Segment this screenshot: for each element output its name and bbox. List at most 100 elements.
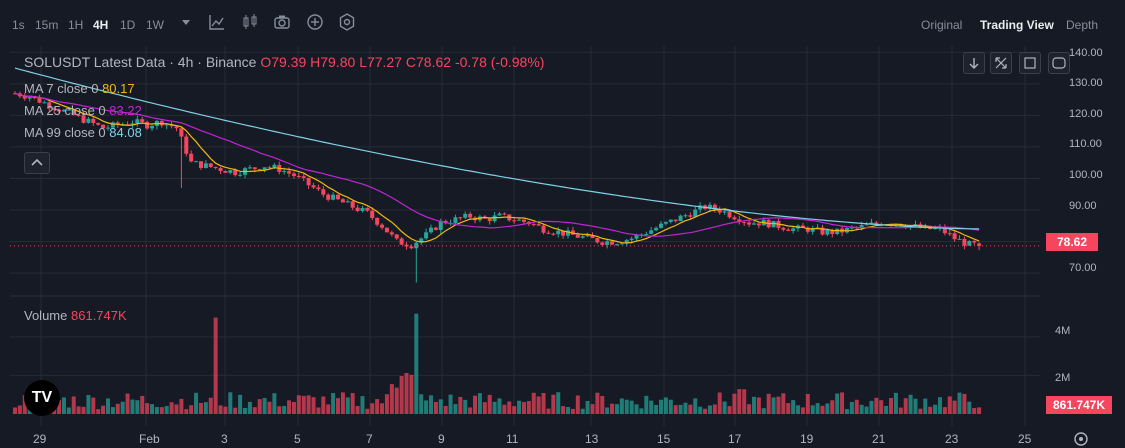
volume-bar — [742, 389, 747, 414]
volume-bar — [189, 405, 194, 414]
volume-bar — [962, 393, 967, 414]
candle — [492, 215, 497, 222]
chart-settings-button[interactable] — [1072, 430, 1090, 448]
volume-bar — [614, 404, 619, 414]
settings-icon[interactable] — [337, 12, 357, 32]
candle — [336, 194, 340, 200]
volume-bar — [884, 405, 889, 414]
interval-1s[interactable]: 1s — [12, 18, 25, 32]
legend-ma25: MA 25 close 0 83.22 — [24, 103, 142, 118]
candle — [150, 125, 155, 129]
candle — [805, 227, 810, 232]
volume-bar — [629, 400, 634, 414]
volume-bar — [66, 407, 71, 414]
view-trading-view[interactable]: Trading View — [980, 18, 1054, 32]
volume-bar — [154, 407, 159, 414]
volume-bar — [512, 406, 517, 414]
candle — [688, 215, 693, 217]
fullscreen-button[interactable] — [990, 52, 1012, 74]
interval-4h[interactable]: 4H — [93, 18, 109, 32]
chart-options-button[interactable] — [1048, 52, 1070, 74]
volume-bar — [903, 398, 908, 414]
volume-bar — [536, 396, 541, 414]
volume-bar — [923, 398, 928, 414]
candle — [228, 170, 233, 173]
volume-bar — [722, 401, 727, 414]
volume-bar — [458, 396, 463, 414]
view-original[interactable]: Original — [921, 18, 963, 32]
chart-area[interactable]: SOLUSDT Latest Data · 4h · Binance O79.3… — [0, 46, 1125, 446]
candle — [164, 124, 169, 126]
volume-bar — [570, 408, 575, 414]
volume-value: 861.747K — [71, 308, 127, 323]
candle — [659, 223, 663, 228]
candle — [389, 232, 394, 235]
view-depth[interactable]: Depth — [1066, 18, 1099, 32]
price-chart[interactable] — [0, 46, 1125, 446]
volume-bar — [967, 401, 972, 414]
volume-bar — [786, 403, 791, 414]
arrow-down-icon — [969, 58, 979, 69]
volume-bar — [463, 399, 468, 414]
candle — [399, 238, 404, 245]
candle-type-icon[interactable] — [240, 12, 260, 32]
candle — [350, 201, 355, 208]
interval-1w[interactable]: 1W — [146, 18, 164, 32]
camera-icon[interactable] — [272, 12, 292, 32]
candle — [747, 222, 752, 225]
candle — [311, 185, 316, 188]
candle — [727, 211, 732, 218]
volume-bar — [874, 397, 879, 414]
volume-bar — [517, 400, 522, 414]
candle — [428, 227, 433, 233]
volume-bar — [150, 404, 155, 414]
volume-bar — [561, 406, 566, 414]
legend-high: H79.80 — [310, 54, 356, 70]
price-tick: 90.00 — [1069, 200, 1097, 212]
volume-bar — [228, 392, 233, 414]
candle — [267, 167, 272, 169]
window-button[interactable] — [1019, 52, 1041, 74]
candle — [512, 220, 517, 222]
volume-bar — [252, 407, 257, 414]
candle — [282, 171, 287, 173]
volume-bar — [91, 397, 96, 414]
volume-bar — [600, 396, 605, 414]
candle — [742, 222, 747, 224]
volume-bar — [977, 407, 982, 414]
volume-bar — [380, 403, 385, 414]
toolbar: 1s 15m 1H 4H 1D 1W Original Trading View… — [0, 0, 1125, 46]
volume-bar — [105, 398, 110, 414]
time-tick: 15 — [657, 432, 671, 446]
candle — [326, 194, 331, 200]
candle — [140, 119, 145, 122]
volume-bar — [566, 407, 571, 414]
scroll-down-button[interactable] — [963, 52, 985, 74]
indicators-icon[interactable] — [207, 12, 227, 32]
ma99-line — [14, 67, 980, 230]
candle — [751, 223, 756, 225]
collapse-legend-button[interactable] — [24, 152, 50, 174]
volume-bar — [844, 409, 849, 414]
volume-bar — [424, 400, 429, 414]
candle — [600, 242, 605, 245]
interval-15m[interactable]: 15m — [35, 18, 59, 32]
price-tick: 70.00 — [1069, 262, 1097, 274]
candle — [365, 207, 370, 211]
volume-bar — [355, 405, 360, 414]
volume-bar — [428, 395, 433, 414]
volume-bar — [257, 399, 262, 414]
legend-low: L77.27 — [359, 54, 403, 70]
chevron-down-icon[interactable] — [176, 12, 196, 32]
volume-bar — [13, 407, 17, 414]
volume-bar — [639, 408, 644, 414]
candle — [566, 230, 571, 236]
interval-1d[interactable]: 1D — [120, 18, 136, 32]
ma7-line — [14, 92, 980, 244]
volume-bar — [703, 408, 708, 414]
volume-bar — [223, 406, 228, 414]
volume-bar — [707, 405, 712, 414]
interval-1h[interactable]: 1H — [68, 18, 84, 32]
add-icon[interactable] — [305, 12, 325, 32]
volume-bar — [404, 372, 409, 414]
